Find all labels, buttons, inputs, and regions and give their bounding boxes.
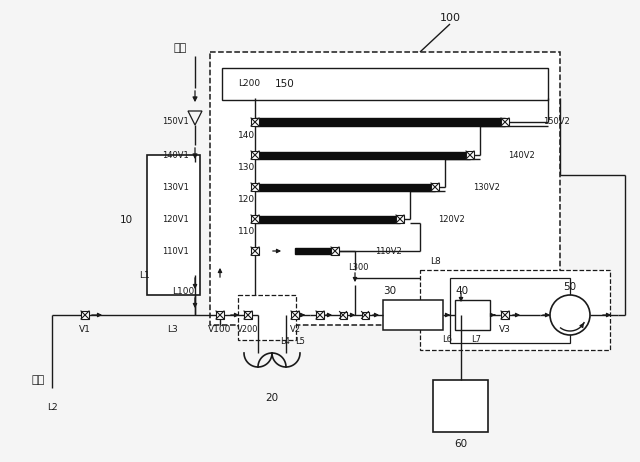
Text: L8: L8 [430, 257, 441, 267]
Bar [255, 118, 505, 126]
Text: 40: 40 [455, 286, 468, 296]
Text: L5: L5 [295, 338, 305, 346]
Bar [251, 151, 259, 159]
Bar [291, 311, 299, 319]
Text: V3: V3 [499, 326, 511, 334]
Text: L300: L300 [348, 263, 369, 273]
Bar [251, 247, 259, 255]
Text: V100: V100 [208, 326, 232, 334]
Bar [431, 183, 439, 191]
Text: 150: 150 [275, 79, 295, 89]
Text: 100: 100 [440, 13, 461, 23]
Text: L100: L100 [172, 287, 195, 297]
Text: 130V1: 130V1 [162, 182, 189, 192]
Text: 120: 120 [238, 195, 255, 205]
Bar [244, 311, 252, 319]
Bar [255, 215, 400, 223]
Bar [331, 247, 339, 255]
Text: 10: 10 [120, 215, 133, 225]
Bar [450, 278, 570, 343]
Text: 140V1: 140V1 [163, 151, 189, 159]
Text: 20: 20 [266, 393, 278, 403]
Text: V2: V2 [289, 326, 301, 334]
Text: ガス: ガス [31, 375, 45, 385]
Text: 150V2: 150V2 [543, 117, 570, 127]
Bar [251, 118, 259, 126]
Text: 120V1: 120V1 [163, 214, 189, 224]
Bar [339, 311, 346, 318]
Bar [216, 311, 224, 319]
Text: L6: L6 [442, 334, 452, 344]
Text: 130V2: 130V2 [473, 182, 500, 192]
Bar [383, 300, 443, 330]
Bar [316, 311, 324, 319]
Text: 50: 50 [563, 282, 577, 292]
Text: L3: L3 [168, 326, 179, 334]
Text: L1: L1 [140, 270, 150, 280]
Text: 110V1: 110V1 [163, 247, 189, 255]
Text: 150V1: 150V1 [163, 117, 189, 127]
Bar [466, 151, 474, 159]
Bar [81, 311, 89, 319]
Bar [222, 68, 548, 100]
Bar [251, 183, 259, 191]
Bar [238, 295, 296, 340]
Text: 60: 60 [454, 439, 468, 449]
Bar [295, 248, 330, 254]
Bar [147, 155, 200, 295]
Text: L7: L7 [471, 334, 481, 344]
Text: 140V2: 140V2 [508, 151, 535, 159]
Text: L200: L200 [238, 79, 260, 89]
Bar [255, 183, 435, 190]
Text: L4: L4 [280, 338, 290, 346]
Text: L2: L2 [47, 403, 58, 413]
Bar [255, 152, 470, 158]
Bar [433, 380, 488, 432]
Text: 110: 110 [238, 227, 255, 237]
Bar [396, 215, 404, 223]
Text: 30: 30 [383, 286, 396, 296]
Bar [455, 300, 490, 330]
Bar [210, 52, 560, 325]
Bar [251, 215, 259, 223]
Text: 120V2: 120V2 [438, 214, 465, 224]
Bar [501, 118, 509, 126]
Bar [420, 270, 610, 350]
Text: 130: 130 [238, 164, 255, 172]
Bar [501, 311, 509, 319]
Text: エア: エア [173, 43, 187, 53]
Text: 140: 140 [238, 130, 255, 140]
Text: V200: V200 [237, 326, 259, 334]
Bar [362, 311, 369, 318]
Circle shape [550, 295, 590, 335]
Text: 110V2: 110V2 [375, 247, 402, 255]
Text: V1: V1 [79, 326, 91, 334]
